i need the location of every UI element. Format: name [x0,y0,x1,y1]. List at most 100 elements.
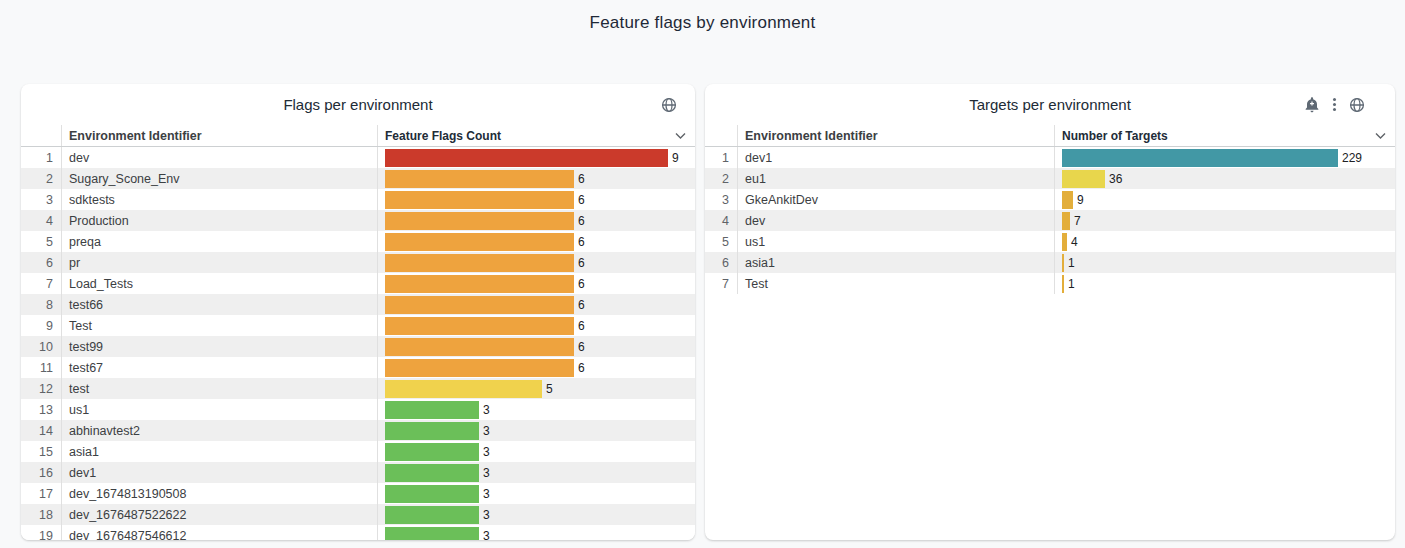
environment-name: dev1 [62,462,378,483]
value-bar [1062,191,1073,209]
value-bar [385,338,574,356]
bar-cell: 6 [378,357,695,378]
row-index: 1 [705,147,738,168]
environment-name: test67 [62,357,378,378]
globe-icon[interactable] [1349,97,1365,113]
chevron-down-icon[interactable] [675,132,686,139]
chart-title: Targets per environment [969,96,1131,113]
row-index: 2 [21,168,62,189]
card-actions [1304,97,1365,113]
table-row[interactable]: 7Test1 [705,273,1395,294]
table-row[interactable]: 9Test6 [21,315,695,336]
bar-cell: 3 [378,504,695,525]
value-label: 7 [1074,214,1081,228]
chevron-down-icon[interactable] [1375,132,1386,139]
table-row[interactable]: 16dev13 [21,462,695,483]
value-label: 3 [483,424,490,438]
bar-cell: 1 [1055,252,1395,273]
environment-name: dev_1676487546612 [62,525,378,540]
bar-cell: 6 [378,168,695,189]
table-header-row: Environment Identifier Feature Flags Cou… [21,125,695,147]
value-bar [385,275,574,293]
bar-cell: 6 [378,210,695,231]
column-header-environment-identifier[interactable]: Environment Identifier [738,125,1055,146]
table-row[interactable]: 11test676 [21,357,695,378]
value-label: 6 [578,193,585,207]
table-row[interactable]: 3GkeAnkitDev9 [705,189,1395,210]
value-label: 6 [578,340,585,354]
table-row[interactable]: 18dev_16764875226223 [21,504,695,525]
table-row[interactable]: 6asia11 [705,252,1395,273]
column-header-label: Number of Targets [1062,129,1168,143]
table-row[interactable]: 4dev7 [705,210,1395,231]
bar-cell: 3 [378,462,695,483]
bar-cell: 7 [1055,210,1395,231]
bar-cell: 6 [378,231,695,252]
environment-name: Load_Tests [62,273,378,294]
row-index: 9 [21,315,62,336]
column-header-label: Feature Flags Count [385,129,501,143]
value-label: 6 [578,235,585,249]
table-row[interactable]: 19dev_16764875466123 [21,525,695,540]
bell-add-icon[interactable] [1304,97,1320,113]
environment-name: asia1 [62,441,378,462]
row-index: 11 [21,357,62,378]
table-row[interactable]: 2eu136 [705,168,1395,189]
table-row[interactable]: 1dev1229 [705,147,1395,168]
value-label: 3 [483,403,490,417]
value-bar [385,443,479,461]
row-index: 12 [21,378,62,399]
table-row[interactable]: 17dev_16748131905083 [21,483,695,504]
bar-cell: 6 [378,252,695,273]
globe-icon[interactable] [661,97,677,113]
table-row[interactable]: 8test666 [21,294,695,315]
value-label: 229 [1342,151,1362,165]
row-index: 5 [21,231,62,252]
value-bar [1062,233,1067,251]
bar-cell: 3 [378,483,695,504]
table-row[interactable]: 6pr6 [21,252,695,273]
table-row[interactable]: 12test5 [21,378,695,399]
row-index: 1 [21,147,62,168]
environment-name: us1 [62,399,378,420]
value-label: 36 [1109,172,1122,186]
kebab-menu-icon[interactable] [1331,97,1338,112]
value-bar [385,170,574,188]
bar-cell: 3 [378,420,695,441]
value-bar [385,254,574,272]
environment-name: dev_1676487522622 [62,504,378,525]
column-header-environment-identifier[interactable]: Environment Identifier [62,125,378,146]
table-row[interactable]: 4Production6 [21,210,695,231]
page-title: Feature flags by environment [0,13,1405,33]
value-bar [385,296,574,314]
table-row[interactable]: 14abhinavtest23 [21,420,695,441]
environment-name: asia1 [738,252,1055,273]
table-row[interactable]: 13us13 [21,399,695,420]
row-index: 15 [21,441,62,462]
value-bar [1062,212,1070,230]
environment-name: Production [62,210,378,231]
card-actions [661,97,677,113]
bar-cell: 36 [1055,168,1395,189]
table-row[interactable]: 2Sugary_Scone_Env6 [21,168,695,189]
table-row[interactable]: 5us14 [705,231,1395,252]
column-header-number-of-targets[interactable]: Number of Targets [1055,125,1395,146]
column-header-feature-flags-count[interactable]: Feature Flags Count [378,125,695,146]
value-bar [385,212,574,230]
row-index: 4 [705,210,738,231]
table-row[interactable]: 10test996 [21,336,695,357]
value-label: 6 [578,319,585,333]
row-index: 3 [705,189,738,210]
row-index: 7 [705,273,738,294]
table-row[interactable]: 5preqa6 [21,231,695,252]
environment-name: test66 [62,294,378,315]
table-row[interactable]: 1dev9 [21,147,695,168]
row-index: 3 [21,189,62,210]
table-row[interactable]: 7Load_Tests6 [21,273,695,294]
row-index: 2 [705,168,738,189]
value-label: 3 [483,487,490,501]
table-row[interactable]: 15asia13 [21,441,695,462]
table-row[interactable]: 3sdktests6 [21,189,695,210]
row-index: 17 [21,483,62,504]
value-bar [1062,254,1064,272]
